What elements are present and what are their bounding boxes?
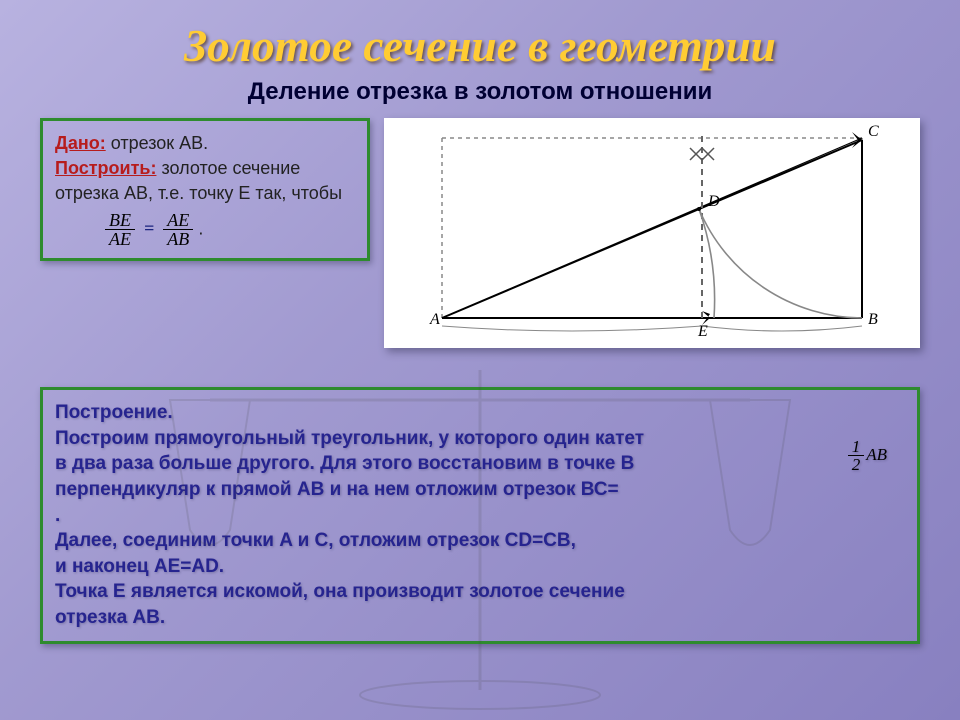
slide-title: Золотое сечение в геометрии [40,20,920,72]
pt-A: A [429,311,440,328]
ratio-left-num: BE [105,211,135,230]
construction-heading: Построение. [55,400,905,426]
construction-l7: Точка E является искомой, она производит… [55,579,905,605]
bc-den: 2 [848,456,865,473]
bc-formula: 1 2 AB [848,438,887,473]
pt-C: C [868,123,879,140]
golden-ratio-diagram: A B C D E [384,118,920,348]
construction-l2: в два раза больше другого. Для этого вос… [55,451,905,477]
ratio-line: BE AE = AE AB . [55,207,355,248]
given-box: Дано: отрезок АВ. Построить: золотое сеч… [40,118,370,261]
pt-B: B [868,311,878,328]
pt-E: E [697,323,708,340]
ratio-right-num: AE [163,211,193,230]
bc-tail: AB [864,444,887,467]
construction-l6: и наконец AE=AD. [55,554,905,580]
construction-l1: Построим прямоугольный треугольник, у ко… [55,426,905,452]
construction-l4: . [55,503,905,529]
ratio-right-den: AB [163,230,193,248]
pt-D: D [707,193,720,210]
label-build: Построить: [55,158,156,178]
row-given-and-diagram: Дано: отрезок АВ. Построить: золотое сеч… [40,118,920,353]
ratio-right: AE AB [163,211,193,248]
ratio-left-den: AE [105,230,135,248]
given-line: Дано: отрезок АВ. [55,131,355,156]
slide-subtitle: Деление отрезка в золотом отношении [40,78,920,106]
construction-l5: Далее, соединим точки A и C, отложим отр… [55,528,905,554]
construction-box: Построение. Построим прямоугольный треуг… [40,387,920,644]
ratio-eq: = [140,218,158,238]
construction-l8: отрезка АВ. [55,605,905,631]
ratio-left: BE AE [105,211,135,248]
build-line: Построить: золотое сечение отрезка АВ, т… [55,156,355,206]
label-given: Дано: [55,133,106,153]
construction-l3: перпендикуляр к прямой АВ и на нем отлож… [55,477,905,503]
slide: Золотое сечение в геометрии Деление отре… [0,0,960,720]
diagram-container: A B C D E [384,118,920,353]
bc-num: 1 [848,438,865,456]
ratio-dot: . [198,218,203,238]
given-text: отрезок АВ. [106,133,208,153]
